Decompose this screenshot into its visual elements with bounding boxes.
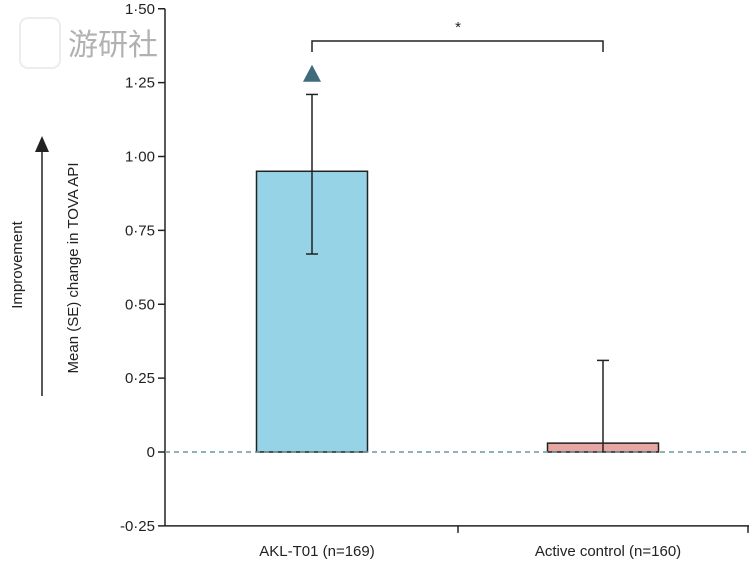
watermark-logo: 游研社	[19, 17, 158, 69]
triangle-marker	[303, 64, 321, 82]
improvement-label: Improvement	[9, 220, 26, 308]
y-tick-label: 0	[147, 444, 155, 461]
gamepad-icon	[19, 17, 61, 69]
y-tick-label: 0·50	[125, 296, 155, 313]
x-tick-label: Active control (n=160)	[535, 543, 681, 560]
watermark-text: 游研社	[68, 29, 158, 62]
significance-star: *	[455, 19, 461, 36]
y-tick-label: 0·75	[125, 222, 155, 239]
x-tick-label: AKL-T01 (n=169)	[259, 543, 374, 560]
y-tick-label: 1·25	[125, 75, 155, 92]
y-tick-label: -0·25	[120, 518, 155, 535]
significance-bracket	[311, 40, 604, 52]
improvement-arrow	[35, 136, 49, 396]
y-tick-label: 1·50	[125, 1, 155, 18]
y-tick-label: 0·25	[125, 370, 155, 387]
y-tick-label: 1·00	[125, 149, 155, 166]
y-axis-label: Mean (SE) change in TOVA API	[65, 163, 82, 374]
